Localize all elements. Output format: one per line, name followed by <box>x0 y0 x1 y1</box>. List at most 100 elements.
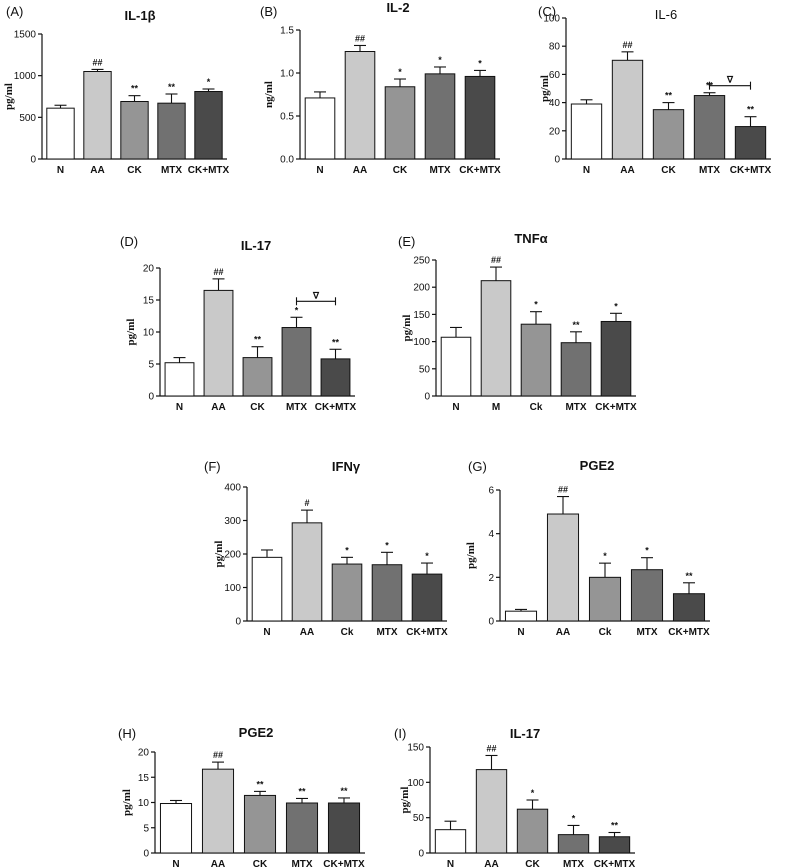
y-tick-label: 150 <box>407 743 424 754</box>
x-tick-label: Ck <box>599 627 612 638</box>
x-tick-label: CK <box>393 165 408 176</box>
y-tick-label: 2 <box>488 573 494 584</box>
panel-label: (E) <box>398 234 415 249</box>
x-tick-label: N <box>583 165 590 176</box>
y-axis-label: pg/ml <box>539 75 551 102</box>
y-tick-label: 0 <box>554 155 560 166</box>
bar <box>440 336 472 397</box>
significance-marker: ** <box>340 786 348 796</box>
significance-marker: ** <box>256 779 264 789</box>
bar <box>630 569 664 622</box>
bar <box>304 97 336 160</box>
y-tick-label: 0 <box>235 617 241 628</box>
bar <box>120 101 149 160</box>
panel-label: (B) <box>260 4 277 19</box>
bar <box>384 86 416 160</box>
y-tick-label: 80 <box>549 42 561 53</box>
x-tick-label: MTX <box>286 402 307 413</box>
significance-marker: * <box>531 788 535 798</box>
bar <box>285 802 319 854</box>
chart-title: PGE2 <box>580 458 615 473</box>
y-tick-label: 20 <box>138 748 150 759</box>
bar <box>411 573 443 622</box>
bar <box>516 808 549 854</box>
significance-marker: * <box>614 301 618 311</box>
x-tick-label: AA <box>90 165 104 176</box>
x-tick-label: MTX <box>291 859 312 868</box>
chart-panel: (C) IL-6pg/ml020406080100N##AA**CK**MTX**… <box>538 4 772 176</box>
bar <box>243 794 277 854</box>
y-tick-label: 0 <box>488 617 494 628</box>
bar <box>611 59 644 160</box>
chart-title: IL-1β <box>124 8 155 23</box>
x-tick-label: AA <box>353 165 367 176</box>
bar <box>424 73 456 160</box>
bar <box>600 320 632 397</box>
x-tick-label: CK+MTX <box>406 627 448 638</box>
bar <box>291 522 323 622</box>
y-tick-label: 0 <box>418 849 424 860</box>
y-tick-label: 0 <box>143 849 149 860</box>
bar <box>331 563 363 622</box>
bar <box>194 91 223 160</box>
comparison-marker: ∇ <box>726 75 734 85</box>
x-tick-label: N <box>172 859 179 868</box>
chart-panel: (H) PGE2 pg/ml 0 5 10 15 20 N ## AA ** CK ** MTX ** CK+M… <box>118 725 365 868</box>
bar <box>327 802 361 854</box>
x-tick-label: CK <box>127 165 142 176</box>
x-tick-label: CK+MTX <box>323 859 365 868</box>
x-tick-label: AA <box>484 859 498 868</box>
x-tick-label: AA <box>556 627 570 638</box>
x-tick-label: MTX <box>699 165 720 176</box>
y-tick-label: 100 <box>224 583 241 594</box>
bar <box>652 109 685 160</box>
y-tick-label: 250 <box>413 256 430 267</box>
y-tick-label: 0.0 <box>280 155 294 166</box>
x-tick-label: MTX <box>376 627 397 638</box>
significance-marker: ** <box>332 337 340 347</box>
y-tick-label: 50 <box>419 364 431 375</box>
bar <box>242 357 273 397</box>
y-tick-label: 100 <box>407 778 424 789</box>
y-axis-label: pg/ml <box>3 83 15 110</box>
chart-panel: (B) IL-2 ng/ml 0.0 0.5 1.0 1.5 N ## AA * CK * MTX * CK+… <box>260 0 501 176</box>
y-axis-label: ng/ml <box>263 81 275 108</box>
y-tick-label: 50 <box>413 813 425 824</box>
x-tick-label: MTX <box>429 165 450 176</box>
bar <box>164 362 195 397</box>
bar <box>434 829 467 854</box>
x-tick-label: CK+MTX <box>315 402 357 413</box>
x-tick-label: N <box>57 165 64 176</box>
bar <box>83 71 112 160</box>
y-tick-label: 15 <box>138 773 150 784</box>
significance-marker: ** <box>254 335 262 345</box>
y-tick-label: 100 <box>413 337 430 348</box>
significance-marker: ## <box>92 57 102 67</box>
y-tick-label: 1.0 <box>280 69 294 80</box>
y-tick-label: 200 <box>413 283 430 294</box>
panel-label: (F) <box>204 459 221 474</box>
panel-label: (H) <box>118 726 136 741</box>
x-tick-label: Ck <box>341 627 354 638</box>
x-tick-label: AA <box>211 859 225 868</box>
y-tick-label: 4 <box>488 529 494 540</box>
x-tick-label: N <box>447 859 454 868</box>
bar <box>159 803 193 854</box>
bar <box>480 280 512 397</box>
significance-marker: # <box>304 498 309 508</box>
x-tick-label: MTX <box>161 165 182 176</box>
chart-title: IL-2 <box>386 0 409 15</box>
x-tick-label: AA <box>300 627 314 638</box>
chart-title: IL-17 <box>241 238 271 253</box>
x-tick-label: N <box>176 402 183 413</box>
significance-marker: ## <box>491 255 501 265</box>
x-tick-label: CK <box>253 859 268 868</box>
significance-marker: * <box>385 540 389 550</box>
x-tick-label: CK <box>661 165 676 176</box>
x-tick-label: M <box>492 402 500 413</box>
chart-title: PGE2 <box>239 725 274 740</box>
x-tick-label: N <box>263 627 270 638</box>
y-tick-label: 300 <box>224 516 241 527</box>
bar <box>320 358 351 397</box>
